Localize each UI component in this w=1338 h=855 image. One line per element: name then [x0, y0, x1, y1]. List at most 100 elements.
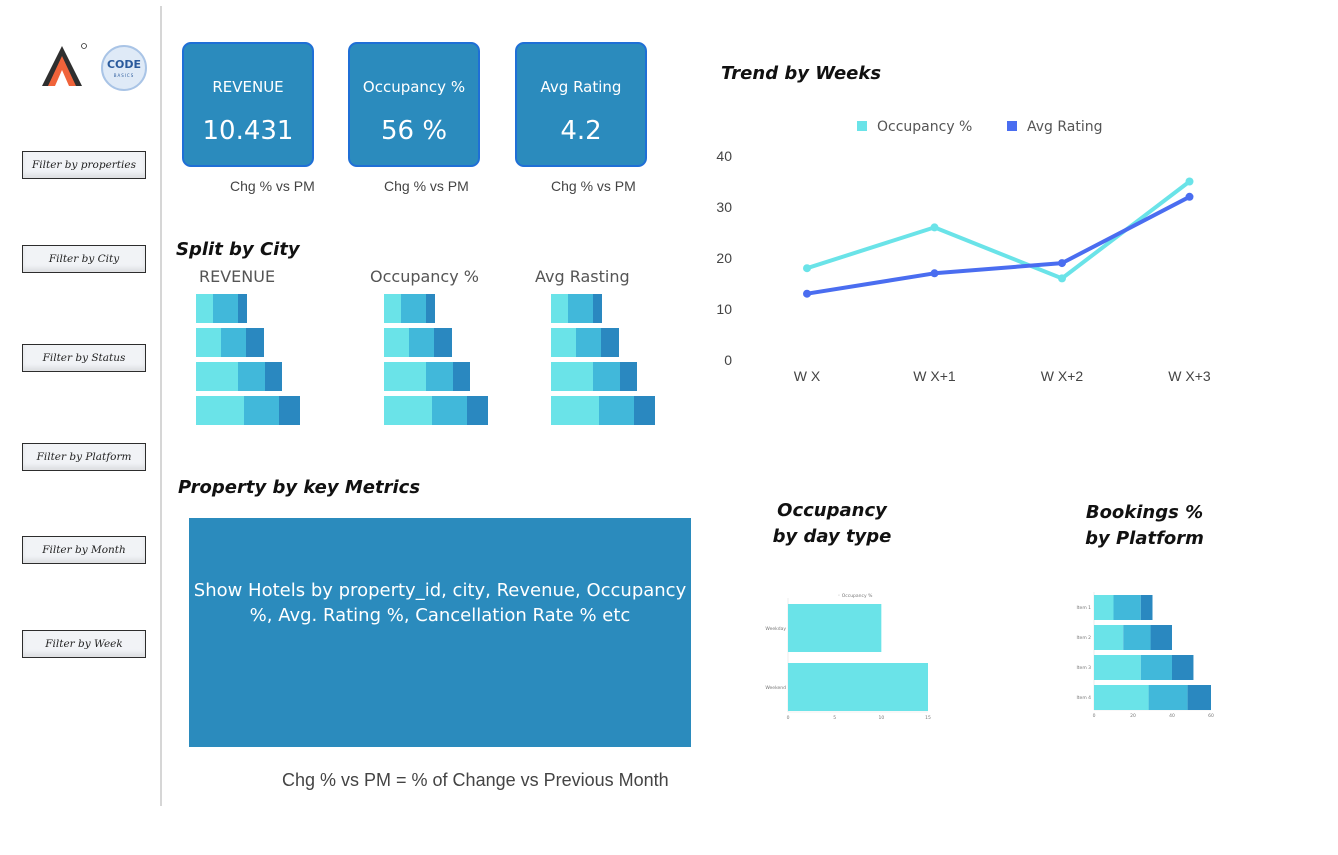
legend-label: ◦ Occupancy % [838, 593, 873, 599]
split-label-occupancy: Occupancy % [370, 267, 479, 286]
stacked-bar-segment [568, 294, 593, 323]
data-point [930, 223, 939, 232]
x-tick-label: 5 [833, 715, 836, 721]
kpi-card-occupancy: Occupancy % 56 % [348, 42, 480, 167]
filter-month-button[interactable]: Filter by Month [22, 536, 146, 564]
x-tick-label: 0 [1093, 713, 1096, 719]
x-tick-label: W X [794, 368, 821, 384]
platform-bar-chart: Item 1 Item 2 Item 3 Item 4 0 20 40 60 [1076, 592, 1214, 719]
stacked-bar-segment [265, 362, 282, 391]
property-placeholder-text: Show Hotels by property_id, city, Revenu… [193, 580, 687, 626]
legend-label: Occupancy % [877, 119, 972, 135]
footnote: Chg % vs PM = % of Change vs Previous Mo… [282, 770, 669, 790]
x-tick-label: 0 [787, 715, 790, 721]
stacked-bar-segment [467, 396, 488, 425]
split-label-revenue: REVENUE [199, 267, 276, 286]
x-tick-label: 40 [1169, 713, 1175, 719]
filter-platform-button[interactable]: Filter by Platform [22, 443, 146, 471]
y-tick-label: Item 3 [1076, 665, 1091, 671]
stacked-bar-segment [384, 294, 401, 323]
stacked-bar-segment [384, 328, 409, 357]
stacked-bar-segment [1187, 685, 1211, 710]
y-tick-label: Item 2 [1076, 635, 1091, 641]
x-tick-label: 60 [1208, 713, 1214, 719]
stacked-bar-segment [279, 396, 300, 425]
legend-swatch [1007, 121, 1017, 131]
split-label-avg-rating: Avg Rasting [535, 267, 630, 286]
kpi-title: Occupancy % [362, 78, 466, 96]
filter-city-button[interactable]: Filter by City [22, 245, 146, 273]
stacked-bar-segment [213, 294, 238, 323]
bar [788, 604, 882, 652]
stacked-bar-segment [409, 328, 434, 357]
filter-status-button[interactable]: Filter by Status [22, 344, 146, 372]
y-tick-label: 20 [716, 250, 732, 266]
stacked-bar-segment [384, 396, 432, 425]
data-point [1185, 192, 1194, 201]
split-chart-revenue [196, 294, 300, 425]
data-point [1058, 274, 1066, 283]
kpi-title: REVENUE [212, 78, 284, 96]
data-point [930, 269, 939, 278]
split-by-city-title: Split by City [176, 239, 300, 260]
data-point [1058, 259, 1066, 268]
split-chart-avg-rating [551, 294, 655, 425]
series-line [806, 179, 1191, 281]
stacked-bar-segment [432, 396, 467, 425]
stacked-bar-segment [551, 396, 599, 425]
stacked-bar-segment [1113, 595, 1141, 620]
stacked-bar-segment [238, 294, 247, 323]
y-tick-label: 40 [716, 148, 732, 164]
kpi-card-avg-rating: Avg Rating 4.2 [515, 42, 647, 167]
codebasics-logo: CODE BASICS [101, 45, 147, 91]
stacked-bar-segment [196, 328, 221, 357]
stacked-bar-segment [551, 362, 593, 391]
y-tick-label: Item 1 [1076, 605, 1091, 611]
legend-label: Avg Rating [1027, 119, 1103, 135]
stacked-bar-segment [1094, 685, 1149, 710]
stacked-bar-segment [551, 328, 576, 357]
property-section-title: Property by key Metrics [178, 477, 421, 498]
stacked-bar-segment [634, 396, 655, 425]
stacked-bar-segment [196, 294, 213, 323]
y-tick-label: Item 4 [1076, 695, 1091, 701]
x-tick-label: 10 [878, 715, 884, 721]
stacked-bar-segment [401, 294, 426, 323]
kpi-change-label: Chg % vs PM [384, 178, 469, 194]
trend-line-chart: 0 10 20 30 40 W X W X+1 W X+2 W X+3 Occupancy % Av… [716, 119, 1210, 384]
stacked-bar-segment [593, 362, 620, 391]
stacked-bar-segment [426, 294, 435, 323]
y-tick-label: Weekend [765, 685, 786, 691]
y-tick-label: Weekday [765, 626, 786, 632]
stacked-bar-segment [599, 396, 634, 425]
bar [788, 663, 928, 711]
day-type-bar-chart: ◦ Occupancy % Weekday Weekend 0 5 10 15 [765, 593, 931, 721]
data-point [1185, 177, 1194, 186]
stacked-bar-segment [1140, 595, 1153, 620]
stacked-bar-segment [1148, 685, 1188, 710]
series-line [806, 195, 1191, 296]
filter-properties-button[interactable]: Filter by properties [22, 151, 146, 179]
stacked-bar-segment [601, 328, 619, 357]
kpi-value: 56 % [380, 116, 448, 146]
kpi-title: Avg Rating [540, 78, 622, 96]
stacked-bar-segment [384, 362, 426, 391]
stacked-bar-segment [196, 396, 244, 425]
day-type-chart-title: Occupancy by day type [772, 500, 892, 547]
stacked-bar-segment [1172, 655, 1194, 680]
stacked-bar-segment [620, 362, 637, 391]
x-tick-label: W X+2 [1041, 368, 1084, 384]
y-tick-label: 0 [724, 352, 732, 368]
split-chart-occupancy [384, 294, 488, 425]
atliq-logo [42, 43, 87, 86]
kpi-change-label: Chg % vs PM [551, 178, 636, 194]
stacked-bar-segment [426, 362, 453, 391]
x-tick-label: W X+1 [913, 368, 956, 384]
stacked-bar-segment [551, 294, 568, 323]
sidebar-divider [160, 6, 162, 806]
filter-week-button[interactable]: Filter by Week [22, 630, 146, 658]
stacked-bar-segment [246, 328, 264, 357]
y-tick-label: 10 [716, 301, 732, 317]
kpi-card-revenue: REVENUE 10.431 [182, 42, 314, 167]
stacked-bar-segment [1094, 655, 1141, 680]
